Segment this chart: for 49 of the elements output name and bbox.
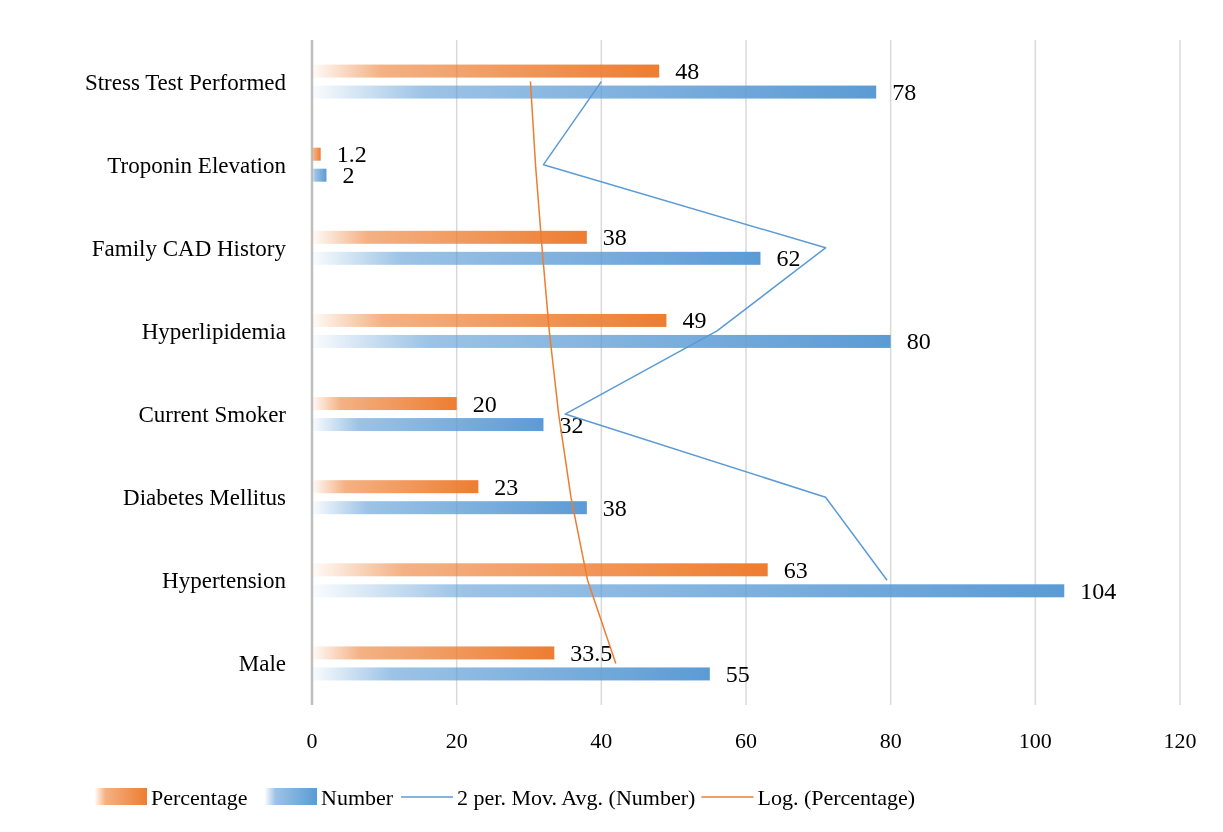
legend-label: Log. (Percentage) — [757, 785, 916, 810]
y-tick-label: Diabetes Mellitus — [123, 485, 287, 511]
data-label: 33.5 — [570, 639, 613, 666]
bar — [312, 667, 710, 681]
data-label: 38 — [602, 224, 627, 251]
y-tick-label: Current Smoker — [138, 402, 287, 428]
legend-label: Percentage — [151, 785, 248, 810]
y-tick-label: Family CAD History — [91, 235, 287, 261]
bar — [312, 147, 321, 161]
bar — [312, 480, 479, 494]
legend-label: 2 per. Mov. Avg. (Number) — [457, 785, 696, 810]
data-label: 48 — [675, 58, 700, 85]
bar — [312, 85, 877, 99]
bar — [312, 168, 327, 182]
y-tick-label: Hypertension — [162, 568, 287, 594]
bar — [312, 563, 768, 577]
x-tick-label: 60 — [735, 728, 757, 753]
bar — [312, 646, 555, 660]
x-tick-label: 100 — [1018, 728, 1052, 753]
data-label: 104 — [1080, 577, 1117, 604]
bar — [312, 64, 660, 78]
data-label: 32 — [559, 411, 584, 438]
bar — [312, 313, 667, 327]
y-tick-label: Hyperlipidemia — [141, 318, 286, 344]
bar — [312, 334, 891, 348]
y-tick-label: Troponin Elevation — [107, 152, 287, 178]
x-tick-label: 80 — [879, 728, 902, 753]
data-label: 20 — [472, 390, 497, 417]
data-label: 78 — [892, 79, 917, 106]
x-tick-label: 0 — [306, 728, 318, 753]
bar — [312, 251, 761, 265]
data-label: 55 — [725, 660, 750, 687]
bar — [312, 230, 587, 244]
data-label: 49 — [682, 307, 707, 334]
x-tick-label: 20 — [445, 728, 468, 753]
legend-label: Number — [321, 785, 394, 810]
data-label: 63 — [783, 556, 808, 583]
bar — [312, 397, 457, 411]
x-tick-label: 40 — [590, 728, 613, 753]
y-tick-label: Stress Test Performed — [84, 69, 287, 95]
bar — [312, 584, 1065, 598]
data-label: 80 — [906, 328, 931, 355]
bar — [312, 501, 587, 515]
y-tick-label: Male — [238, 651, 286, 677]
bar — [312, 418, 544, 432]
x-tick-label: 120 — [1163, 728, 1197, 753]
data-label: 38 — [602, 494, 627, 521]
data-label: 23 — [494, 473, 519, 500]
data-label: 62 — [776, 245, 801, 272]
